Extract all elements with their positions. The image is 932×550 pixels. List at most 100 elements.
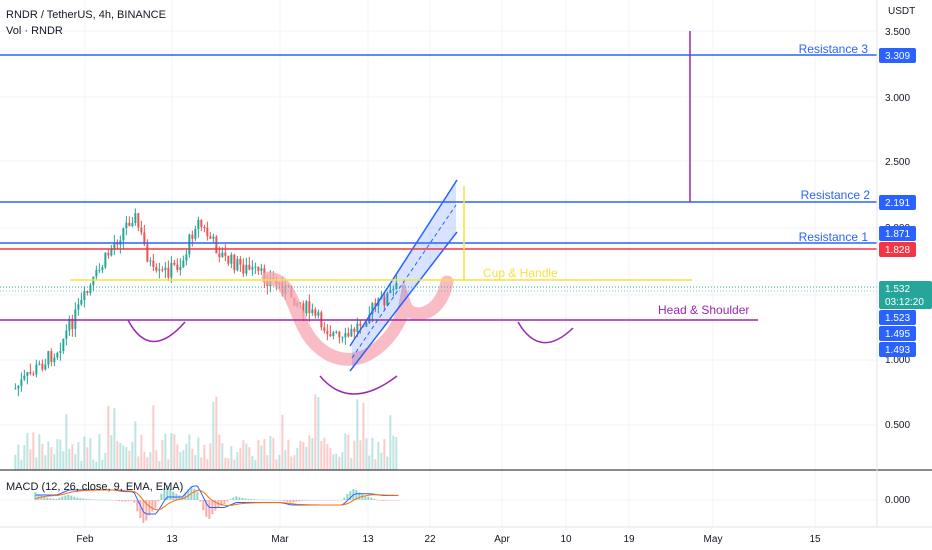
volume-bar <box>194 454 197 470</box>
symbol-title[interactable]: RNDR / TetherUS, 4h, BINANCE <box>6 9 166 21</box>
volume-bar <box>59 439 62 470</box>
candle-body <box>86 291 89 294</box>
macd-histogram-bar <box>154 500 157 509</box>
candle-body <box>248 264 251 270</box>
svg-text:1.495: 1.495 <box>885 329 910 340</box>
volume-bar <box>290 456 293 470</box>
volume-bar <box>380 452 383 470</box>
macd-histogram-bar <box>97 499 100 501</box>
candle-body <box>20 379 23 386</box>
tag-red-level: 1.828 <box>879 242 916 257</box>
macd-histogram-bar <box>118 500 121 502</box>
macd-histogram-bar <box>355 490 358 500</box>
macd-histogram-bar <box>367 496 370 500</box>
candle-body <box>365 323 368 327</box>
candle-body <box>101 267 104 270</box>
candle-body <box>170 262 173 278</box>
candle-body <box>131 223 134 226</box>
macd-histogram-bar <box>385 500 388 501</box>
svg-text:1.871: 1.871 <box>885 229 910 240</box>
macd-histogram-bar <box>343 497 346 500</box>
volume-bar <box>314 394 317 470</box>
macd-histogram-bar <box>373 499 376 500</box>
candle-body <box>155 266 158 271</box>
volume-bar <box>323 437 326 470</box>
candle-body <box>14 388 17 390</box>
volume-bar <box>236 452 239 470</box>
volume-bar <box>287 439 290 470</box>
volume-bar <box>350 458 353 470</box>
axis-unit: USDT <box>888 6 915 17</box>
macd-histogram-bar <box>40 495 43 500</box>
volume-bar <box>149 452 152 470</box>
volume-bar <box>329 447 332 470</box>
candle-body <box>68 318 71 331</box>
macd-histogram-bar <box>88 499 91 500</box>
candle-body <box>239 258 242 265</box>
macd-histogram-bar <box>238 497 241 500</box>
candle-body <box>167 267 170 278</box>
macd-histogram-bar <box>208 500 211 519</box>
candle-body <box>221 252 224 258</box>
candle-body <box>308 301 311 314</box>
macd-histogram-bar <box>250 499 253 500</box>
macd-histogram-bar <box>115 500 118 501</box>
candle-body <box>74 309 77 329</box>
macd-histogram-bar <box>61 496 64 500</box>
candle-body <box>23 375 26 380</box>
volume-bar <box>347 434 350 470</box>
volume-legend[interactable]: Vol · RNDR <box>6 25 63 37</box>
volume-bar <box>227 458 230 470</box>
volume-bar <box>155 450 158 470</box>
candle-body <box>128 222 131 226</box>
volume-bar <box>332 454 335 470</box>
volume-bar <box>239 448 242 470</box>
candle-body <box>53 357 56 363</box>
volume-bar <box>80 460 83 470</box>
macd-histogram-bar <box>235 496 238 500</box>
candle-body <box>245 264 248 274</box>
candle-body <box>194 229 197 239</box>
candle-body <box>302 303 305 314</box>
volume-bar <box>53 454 56 470</box>
volume-bar <box>62 451 65 470</box>
volume-bar <box>221 443 224 470</box>
volume-bar <box>392 435 395 470</box>
volume-bar <box>113 408 116 470</box>
macd-histogram-bar <box>331 500 334 501</box>
candle-body <box>146 244 149 262</box>
macd-histogram-bar <box>283 500 286 502</box>
volume-bar <box>176 444 179 470</box>
svg-text:3.309: 3.309 <box>885 51 910 62</box>
macd-histogram-bar <box>361 494 364 500</box>
macd-histogram-bar <box>103 499 106 501</box>
candle-body <box>71 318 74 329</box>
candle-body <box>242 264 245 274</box>
macd-histogram-bar <box>337 500 340 501</box>
candle-body <box>260 268 263 271</box>
time-label-apr: Apr <box>494 534 510 545</box>
macd-histogram-bar <box>34 492 37 500</box>
volume-bar <box>335 453 338 470</box>
macd-histogram-bar <box>163 487 166 500</box>
volume-bar <box>215 396 218 470</box>
macd-histogram-bar <box>121 500 124 502</box>
macd-histogram-bar <box>289 500 292 503</box>
volume-bar <box>26 432 29 470</box>
volume-bar <box>317 397 320 470</box>
volume-bar <box>272 438 275 470</box>
macd-histogram-bar <box>145 500 148 521</box>
macd-histogram-bar <box>79 498 82 500</box>
macd-histogram-bar <box>310 500 313 501</box>
candle-body <box>311 309 314 314</box>
candle-body <box>41 363 44 370</box>
macd-legend[interactable]: MACD (12, 26, close, 9, EMA, EMA) <box>6 481 184 493</box>
candle-body <box>134 213 137 224</box>
volume-bar <box>167 459 170 470</box>
head-arc <box>319 375 398 395</box>
macd-histogram-bar <box>220 500 223 506</box>
macd-histogram-bar <box>226 500 229 502</box>
macd-histogram-bar <box>172 491 175 500</box>
head-shoulder-label: Head & Shoulder <box>658 303 749 317</box>
